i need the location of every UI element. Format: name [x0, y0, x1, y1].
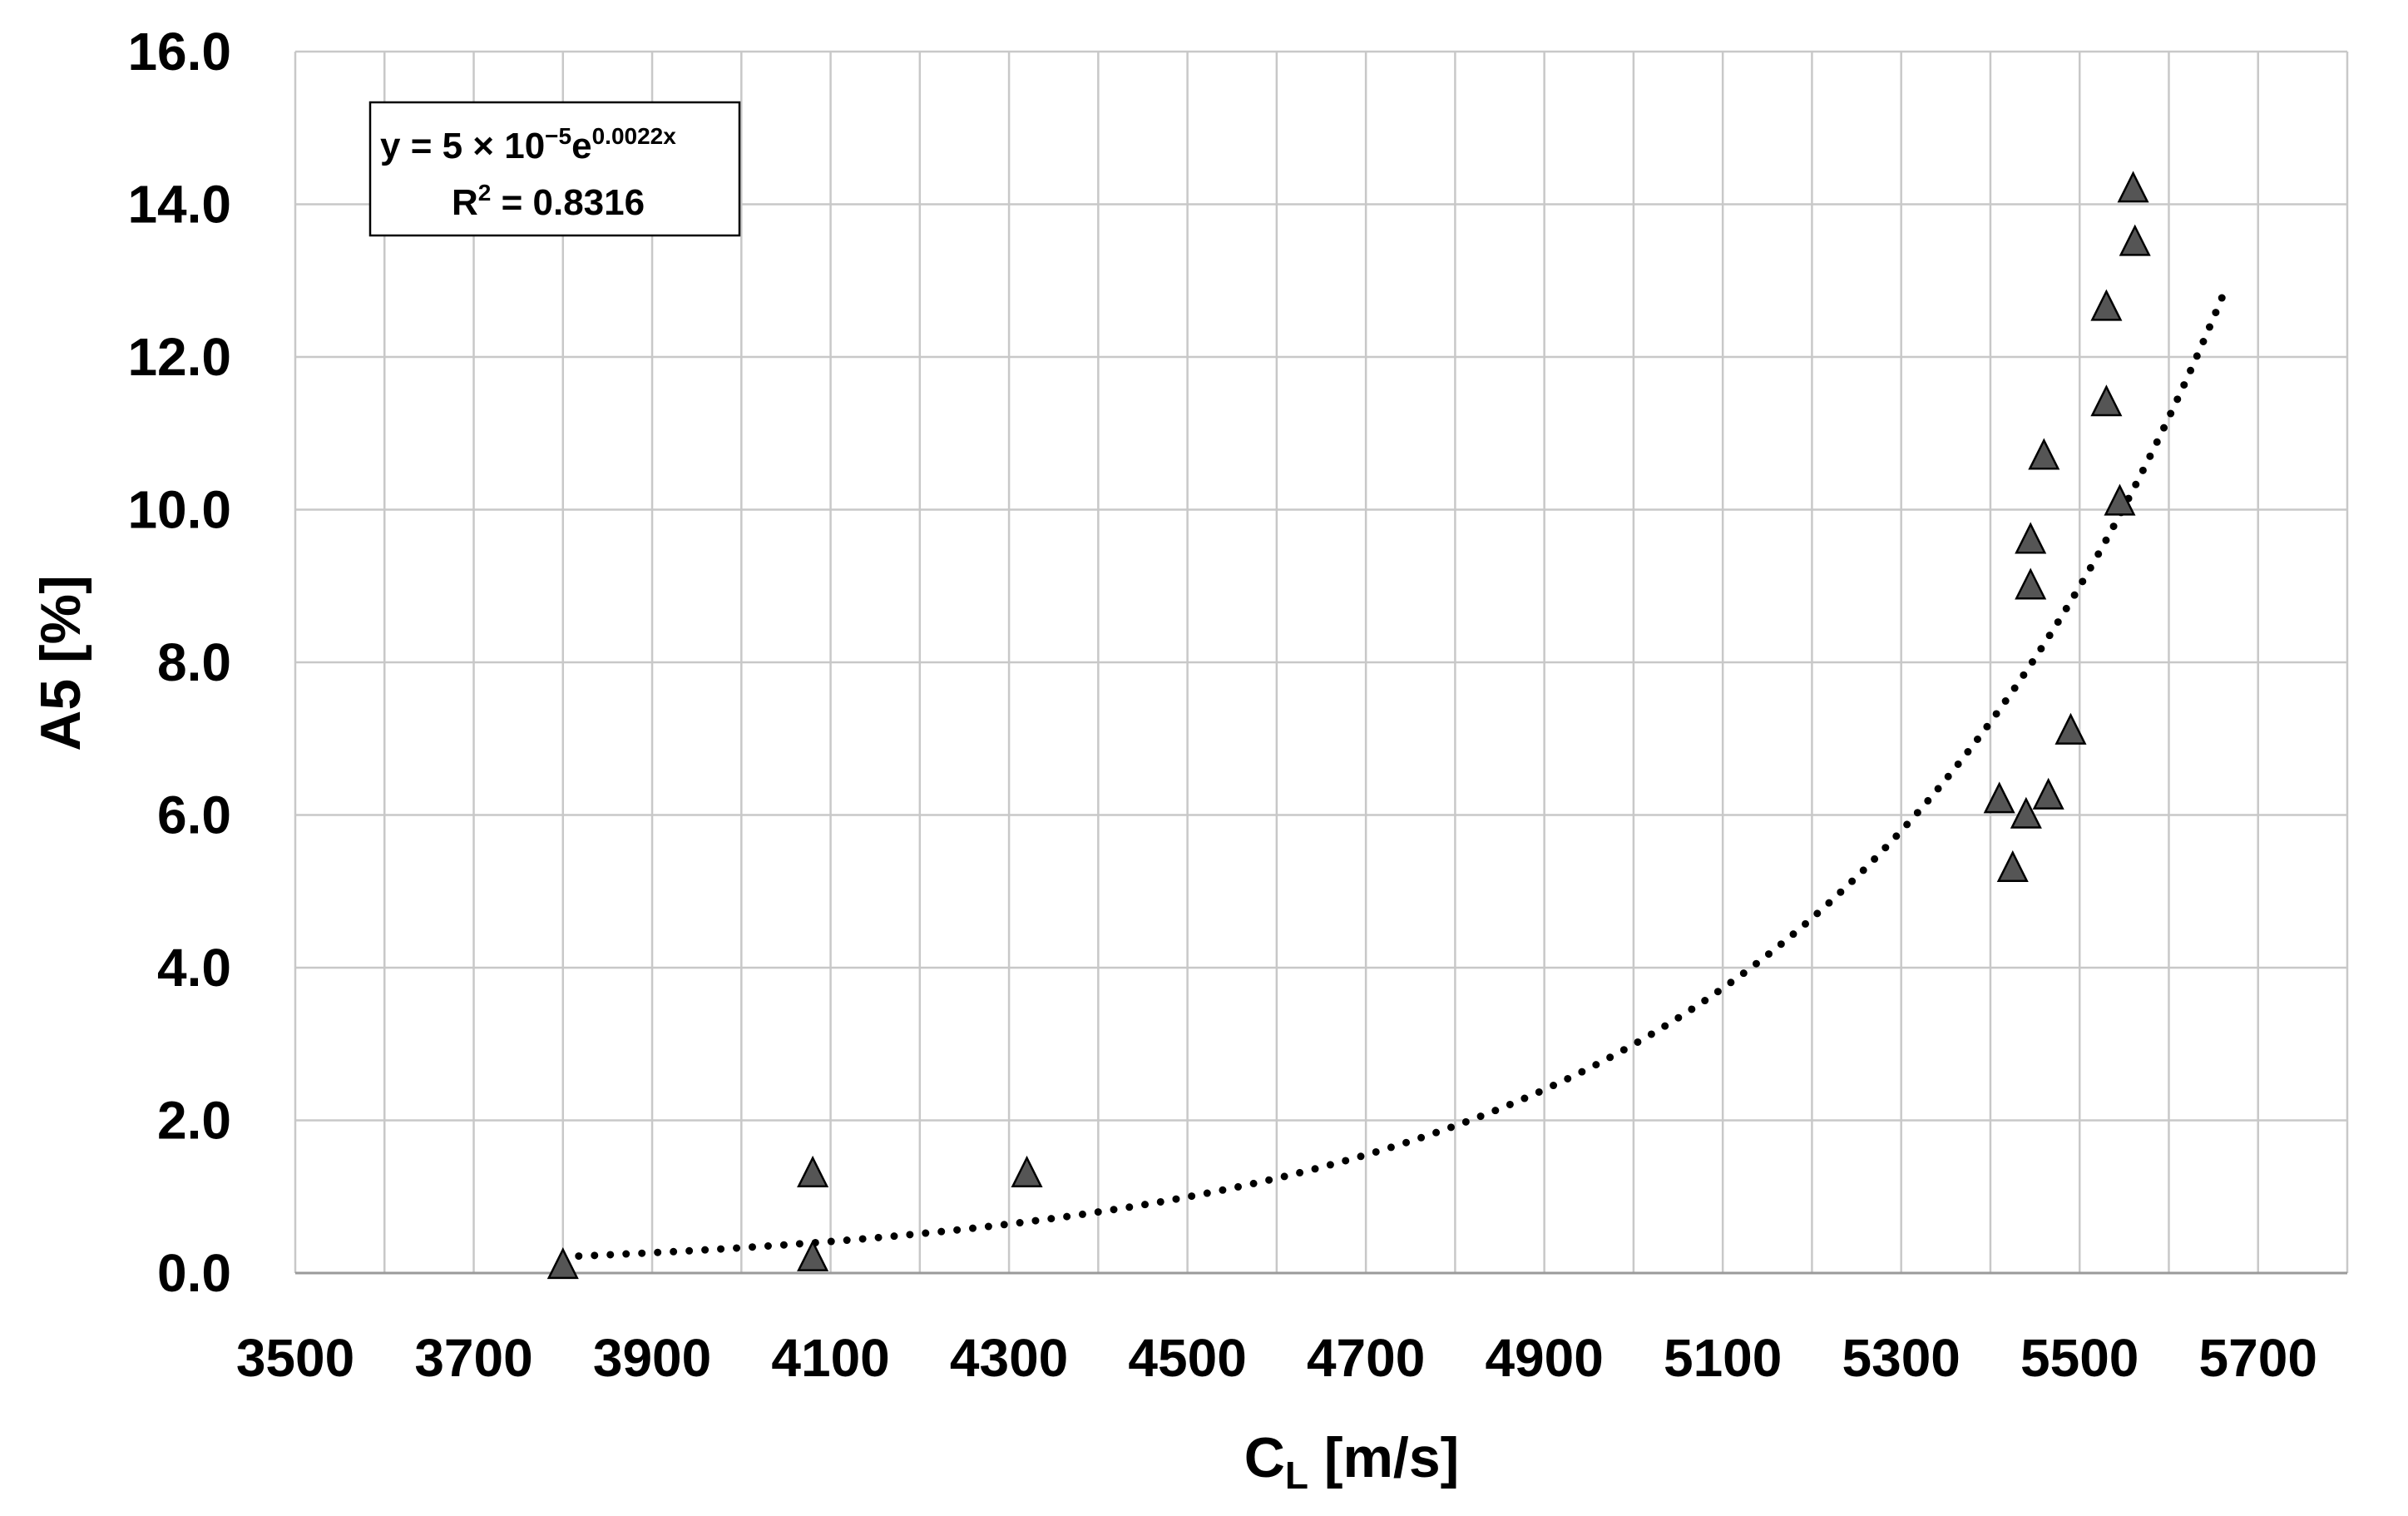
trendline-equation: y = 5 × 10−5e0.0022x [380, 123, 676, 166]
data-point-triangle [2090, 289, 2123, 321]
x-axis-title: CL [m/s] [1244, 1426, 1460, 1497]
x-tick-label: 5500 [2020, 1328, 2139, 1388]
data-point-triangle [2104, 483, 2136, 516]
data-point-triangle [2032, 777, 2064, 810]
equation-exponent-2: 0.0022x [592, 123, 677, 149]
data-point-triangle [2090, 384, 2123, 417]
grid-lines [294, 50, 2349, 1275]
y-tick-label: 8.0 [157, 632, 231, 692]
equation-box-border [368, 101, 741, 237]
equation-prefix: y = 5 × 10 [380, 126, 545, 166]
y-tick-label: 12.0 [127, 327, 231, 387]
data-point-triangle [2028, 438, 2060, 470]
data-point-triangle [2119, 224, 2151, 256]
r-squared-label: R2 = 0.8316 [452, 180, 645, 223]
x-tick-label: 3900 [593, 1328, 711, 1388]
x-tick-label: 4300 [950, 1328, 1068, 1388]
data-point-triangle [1996, 850, 2029, 882]
data-point-triangle [797, 1155, 829, 1187]
r-squared-superscript: 2 [478, 180, 492, 206]
exponential-trendline [559, 293, 2227, 1261]
y-tick-label: 0.0 [157, 1243, 231, 1303]
data-point-triangle [797, 1239, 829, 1271]
data-point-triangle [2015, 567, 2047, 600]
r-squared-value: = 0.8316 [491, 182, 645, 223]
equation-base-e: e [571, 126, 591, 166]
x-axis-title-subscript: L [1285, 1454, 1308, 1497]
y-tick-label: 6.0 [157, 785, 231, 845]
data-point-triangle [2117, 171, 2149, 203]
y-tick-label: 14.0 [127, 175, 231, 235]
data-point-triangle [1011, 1155, 1043, 1187]
x-tick-label: 3500 [236, 1328, 354, 1388]
x-axis-title-main: C [1244, 1426, 1285, 1489]
equation-exponent-1: −5 [545, 123, 571, 149]
x-tick-label: 4700 [1307, 1328, 1425, 1388]
y-tick-label: 10.0 [127, 480, 231, 540]
data-point-triangle [2015, 522, 2047, 554]
y-axis-title: A5 [%] [29, 575, 92, 751]
x-tick-labels: 3500 3700 3900 4100 4300 4500 4700 4900 5100 5300… [236, 1328, 2317, 1388]
x-tick-label: 5100 [1664, 1328, 1782, 1388]
data-points [546, 171, 2151, 1280]
trendline-equation-box: y = 5 × 10−5e0.0022x R2 = 0.8316 [368, 101, 741, 237]
x-tick-label: 5300 [1842, 1328, 1961, 1388]
trendline-group [559, 293, 2227, 1261]
x-tick-label: 4100 [771, 1328, 889, 1388]
data-point-triangle [2010, 796, 2042, 829]
x-tick-label: 4900 [1485, 1328, 1603, 1388]
y-tick-labels: 0.0 2.0 4.0 6.0 8.0 10.0 12.0 14.0 16.0 [127, 22, 231, 1303]
data-point-triangle [2054, 712, 2087, 745]
y-tick-label: 16.0 [127, 22, 231, 82]
r-squared-prefix: R [452, 182, 478, 223]
x-axis-title-unit: [m/s] [1308, 1426, 1459, 1489]
y-tick-label: 4.0 [157, 938, 231, 998]
data-point-triangle [546, 1247, 579, 1280]
x-tick-label: 5700 [2199, 1328, 2317, 1388]
x-tick-label: 4500 [1128, 1328, 1246, 1388]
y-tick-label: 2.0 [157, 1091, 231, 1151]
data-point-triangle [1983, 781, 2015, 814]
x-tick-label: 3700 [414, 1328, 532, 1388]
